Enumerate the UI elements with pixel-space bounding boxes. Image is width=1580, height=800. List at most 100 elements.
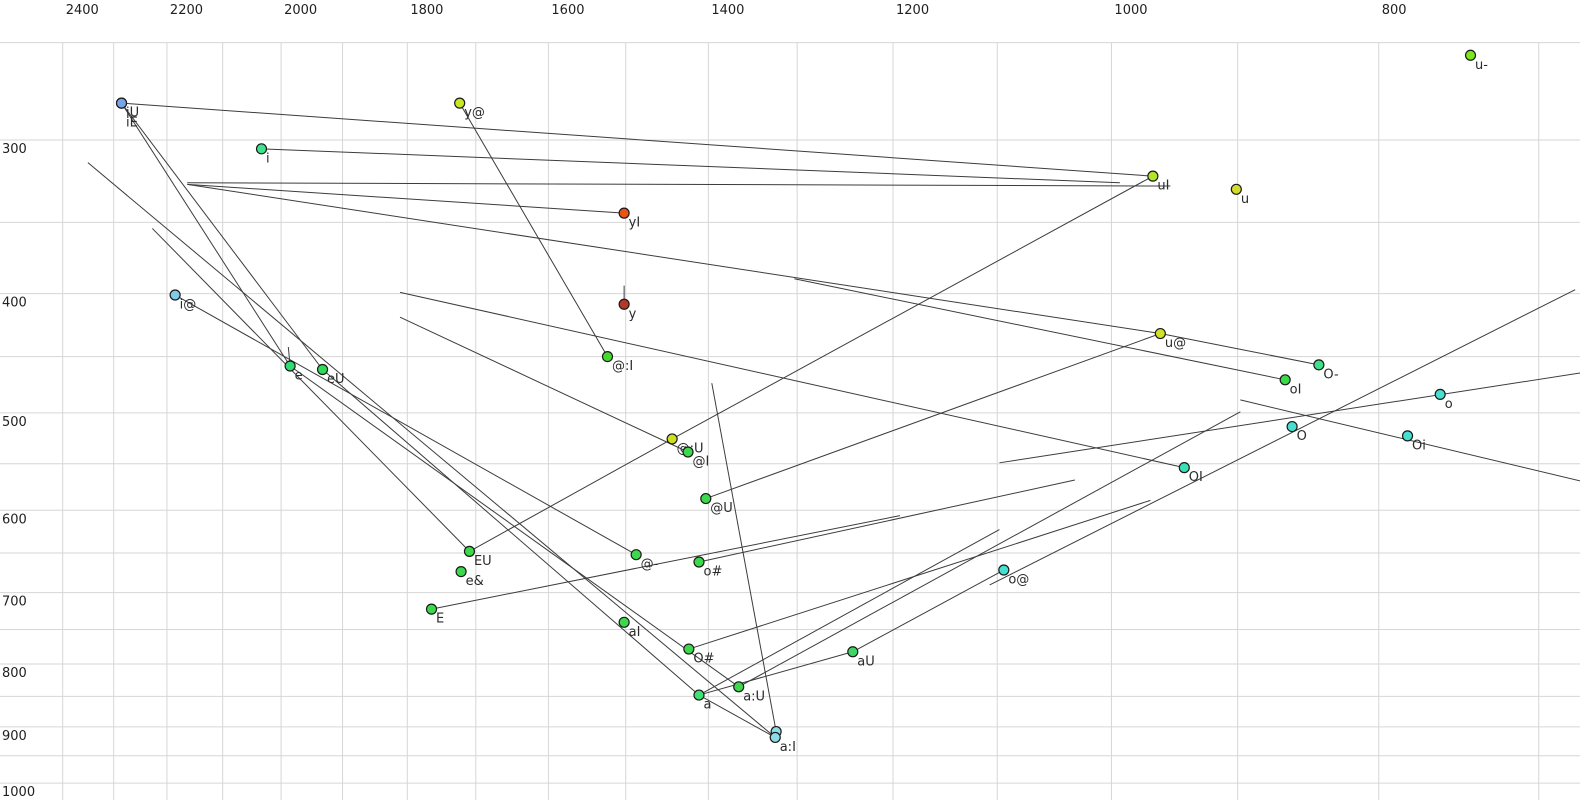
vowel-point[interactable] [1434,388,1446,400]
vowel-point[interactable] [1464,49,1477,61]
vowel-label: Oi [1412,438,1426,453]
vowel-label: o [1445,397,1453,412]
vowel-label: i@ [180,298,197,313]
vowel-label: y [629,307,637,322]
vowel-label: oI [1290,382,1302,397]
vowel-point[interactable] [169,289,181,301]
vowel-label: e& [466,574,484,589]
vowel-label: @U [710,501,733,516]
vowel-label: O- [1323,367,1339,382]
vowel-point[interactable] [1154,327,1166,340]
trajectory-line [121,102,323,370]
vowel-point[interactable] [693,556,705,568]
vowel-point[interactable] [1147,170,1159,182]
x-tick-label: 2000 [284,3,317,18]
trajectory-line [738,411,1241,688]
trajectory-line [989,289,1576,586]
trajectory-line [399,316,689,453]
vowel-label: i [266,151,270,166]
trajectory-line [698,529,1000,696]
vowel-point[interactable] [733,681,745,693]
vowel-label: yI [629,216,641,231]
y-tick-label: 600 [2,512,27,527]
vowel-point[interactable] [115,97,128,109]
vowel-point[interactable] [601,350,614,363]
vowel-label: o@ [1008,573,1029,588]
trajectory-line [322,369,700,696]
vowel-point[interactable] [1313,359,1325,371]
vowel-point[interactable] [618,616,630,628]
vowel-point[interactable] [316,363,329,376]
vowel-label: iE [126,116,138,131]
vowel-label: eU [327,372,345,387]
vowel-label: u@ [1165,336,1186,351]
vowel-label: a:I [780,740,796,755]
vowel-label: iU [126,106,139,121]
trajectory-line [698,651,853,696]
vowel-label: O# [693,652,714,667]
vowel-point[interactable] [683,643,695,655]
trajectory-line [187,182,1171,187]
vowel-point[interactable] [463,545,476,557]
vowel-label: a:U [743,689,765,704]
y-tick-label: 800 [2,666,27,681]
vowel-label: u- [1475,58,1488,73]
trajectory-line [671,175,1154,440]
trajectory-line [459,102,608,357]
y-tick-label: 1000 [2,785,35,800]
vowel-point[interactable] [1286,420,1298,433]
vowel-label: O [1297,429,1307,444]
vowel-point[interactable] [284,360,296,372]
trajectory-line [794,278,1286,381]
y-tick-label: 700 [2,595,27,610]
vowel-point[interactable] [682,446,694,458]
trajectory-line [1160,333,1319,366]
y-tick-label: 500 [2,415,27,430]
vowel-point[interactable] [630,549,642,561]
vowel-point[interactable] [454,97,466,109]
vowel-point[interactable] [455,565,467,578]
y-tick-label: 300 [2,142,27,157]
vowel-point[interactable] [1230,183,1242,195]
vowel-label: @- [641,557,659,572]
x-tick-label: 1000 [1114,3,1147,18]
trajectory-line [87,162,776,738]
vowel-point[interactable] [769,731,781,744]
x-tick-label: 2400 [66,3,99,18]
trajectory-line [187,183,625,214]
vowel-point[interactable] [1401,430,1414,442]
trajectory-line [999,372,1580,464]
trajectory-line [261,148,1120,184]
trajectory-line [174,294,637,556]
vowel-point[interactable] [700,492,712,505]
vowel-point[interactable] [693,689,705,701]
x-tick-label: 2200 [170,3,203,18]
vowel-point[interactable] [1178,462,1190,474]
vowel-label: OI [1189,470,1203,485]
vowel-label: E [436,612,444,627]
trajectory-line [852,569,1005,653]
vowel-point[interactable] [1279,374,1291,386]
vowel-label: aU [857,654,874,669]
vowel-label: u [1241,192,1249,207]
vowel-point[interactable] [618,298,630,310]
vowel-point[interactable] [425,603,438,615]
vowel-point[interactable] [666,433,678,445]
vowel-point[interactable] [998,564,1010,576]
trajectory-line [698,479,1075,563]
x-tick-label: 1800 [410,3,443,18]
trajectory-line [151,228,470,552]
vowel-label: @I [693,455,710,470]
trajectory-line [121,102,291,367]
trajectory-line [121,102,1153,177]
trajectory-line [187,183,1161,335]
trajectory-line [431,515,901,610]
trajectory-line [698,694,776,738]
vowel-point[interactable] [618,207,630,219]
vowel-label: uI [1157,179,1169,194]
x-tick-label: 800 [1382,3,1407,18]
vowel-point[interactable] [255,143,268,155]
vowel-point[interactable] [847,646,859,658]
trajectory-line [711,383,777,732]
